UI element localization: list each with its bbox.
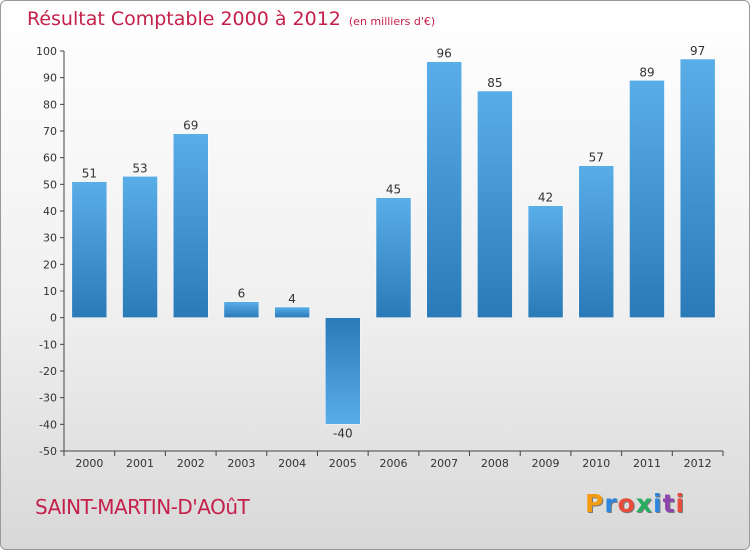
x-tick-label: 2003 <box>227 457 255 470</box>
y-tick-label: 100 <box>36 45 57 58</box>
data-label: 53 <box>132 161 147 175</box>
logo-letter: i <box>653 489 663 518</box>
y-tick-label: -10 <box>39 338 57 351</box>
data-label: 57 <box>589 151 604 165</box>
bar <box>71 181 108 318</box>
data-label: 85 <box>487 76 502 90</box>
bar <box>172 133 209 318</box>
y-tick-label: -50 <box>39 445 57 458</box>
y-tick-label: 50 <box>43 178 57 191</box>
chart-title: Résultat Comptable 2000 à 2012 <box>27 8 341 30</box>
x-tick-label: 2005 <box>329 457 357 470</box>
x-tick-label: 2010 <box>582 457 610 470</box>
x-tick-label: 2006 <box>380 457 408 470</box>
x-tick-label: 2002 <box>177 457 205 470</box>
logo-letter: i <box>675 489 686 518</box>
data-label: 6 <box>238 287 246 301</box>
bar <box>527 205 564 318</box>
y-tick-label: 60 <box>43 152 57 165</box>
x-tick-label: 2009 <box>532 457 560 470</box>
chart-title-block: Résultat Comptable 2000 à 2012 (en millie… <box>27 8 435 30</box>
x-tick-label: 2011 <box>633 457 661 470</box>
logo-letter: P <box>585 489 605 518</box>
proxiti-logo[interactable]: Proxiti <box>585 489 685 518</box>
bar <box>122 176 158 318</box>
data-label: 42 <box>538 191 553 205</box>
data-label: 97 <box>690 44 705 58</box>
bar <box>629 80 665 318</box>
x-tick-label: 2012 <box>684 457 712 470</box>
data-label: 45 <box>386 183 401 197</box>
x-tick-label: 2000 <box>75 457 103 470</box>
y-tick-label: 0 <box>50 312 57 325</box>
bar <box>223 301 260 318</box>
x-tick-label: 2001 <box>126 457 154 470</box>
bar <box>325 317 361 425</box>
y-tick-label: 90 <box>43 72 57 85</box>
data-label: 89 <box>639 65 654 79</box>
logo-letter: t <box>662 489 676 518</box>
data-label: 51 <box>82 167 97 181</box>
y-tick-label: 70 <box>43 125 57 138</box>
data-label: -40 <box>333 426 353 440</box>
y-tick-label: 20 <box>43 258 57 271</box>
y-tick-label: 80 <box>43 98 57 111</box>
commune-name: SAINT-MARTIN-D'AOûT <box>35 495 250 519</box>
logo-letter: x <box>635 489 653 518</box>
logo-letter: o <box>617 489 636 518</box>
y-tick-label: -40 <box>39 418 57 431</box>
bar <box>274 306 310 318</box>
data-label: 69 <box>183 119 198 133</box>
bar <box>375 197 412 318</box>
x-tick-label: 2007 <box>430 457 458 470</box>
bar <box>578 165 615 318</box>
y-tick-label: 10 <box>43 285 57 298</box>
bar <box>426 61 462 318</box>
y-tick-label: -20 <box>39 365 57 378</box>
y-tick-label: 30 <box>43 232 57 245</box>
x-tick-label: 2004 <box>278 457 306 470</box>
bar <box>477 90 513 318</box>
y-tick-label: 40 <box>43 205 57 218</box>
data-label: 4 <box>288 292 296 306</box>
logo-letter: r <box>604 489 618 518</box>
chart-unit: (en milliers d'€) <box>348 15 436 28</box>
data-label: 96 <box>437 47 452 61</box>
y-tick-label: -30 <box>39 392 57 405</box>
x-tick-label: 2008 <box>481 457 509 470</box>
bar <box>679 58 716 318</box>
